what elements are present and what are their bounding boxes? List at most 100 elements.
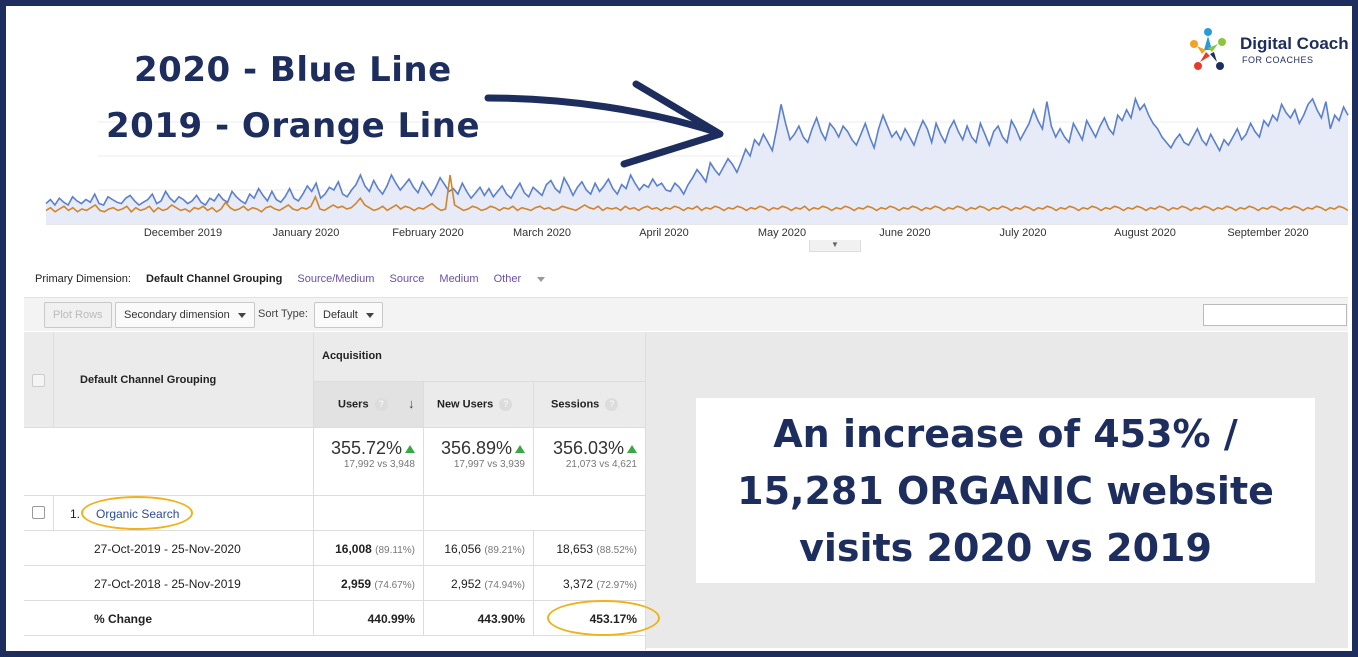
up-arrow-icon	[405, 445, 415, 454]
x-tick-label: May 2020	[758, 227, 806, 239]
table-search-input[interactable]	[1203, 304, 1347, 326]
date-range-label: 27-Oct-2019 - 25-Nov-2020	[94, 542, 241, 556]
new-users-header-cell[interactable]: New Users?	[424, 382, 534, 428]
change-row: % Change	[24, 601, 314, 636]
annotation-blue-line: 2020 - Blue Line	[134, 50, 452, 90]
row1-sessions: 18,653 (88.52%)	[556, 542, 637, 556]
organic-users-cell	[314, 496, 424, 531]
dimension-source[interactable]: Source	[389, 273, 425, 285]
secondary-dimension-label: Secondary dimension	[124, 309, 230, 321]
row2-sessions-pct: (72.97%)	[596, 580, 637, 591]
primary-dimension-bar: Primary Dimension: Default Channel Group…	[35, 273, 569, 285]
x-tick-label: September 2020	[1227, 227, 1308, 239]
series-2019-line	[45, 174, 1349, 213]
totals-label-cell	[24, 428, 314, 496]
select-all-checkbox[interactable]	[32, 374, 45, 387]
plot-rows-button[interactable]: Plot Rows	[44, 302, 112, 328]
x-tick-label: August 2020	[1114, 227, 1176, 239]
digital-coach-logo: Digital Coach FOR COACHES	[1184, 24, 1352, 76]
users-header: Users?	[338, 398, 388, 411]
dimension-default-channel-grouping[interactable]: Default Channel Grouping	[146, 273, 283, 285]
row-checkbox-cell	[24, 496, 54, 531]
x-tick-label: July 2020	[999, 227, 1046, 239]
table-row: 27-Oct-2019 - 25-Nov-2020	[24, 531, 314, 566]
sort-type-label: Sort Type:	[258, 308, 308, 320]
chevron-down-icon	[365, 312, 374, 318]
row1-new-users-value: 16,056	[444, 542, 482, 556]
dimension-source-medium[interactable]: Source/Medium	[297, 273, 375, 285]
up-arrow-icon	[627, 445, 637, 454]
x-tick-label: January 2020	[273, 227, 340, 239]
row1-new-users: 16,056 (89.21%)	[444, 542, 525, 556]
users-header-label: Users	[338, 398, 369, 411]
totals-new-users-pct: 356.89%	[440, 438, 512, 458]
dimension-other[interactable]: Other	[494, 273, 558, 285]
change-new-users: 443.90%	[477, 612, 525, 626]
totals-users-detail: 17,992 vs 3,948	[343, 459, 415, 470]
row2-new-users: 2,952 (74.94%)	[451, 577, 525, 591]
row2-sessions: 3,372 (72.97%)	[563, 577, 637, 591]
row2-new-users-pct: (74.94%)	[484, 580, 525, 591]
header-channel-grouping-cell: Default Channel Grouping	[54, 332, 314, 428]
dimension-medium[interactable]: Medium	[439, 273, 479, 285]
callout-line1: An increase of 453% /	[773, 412, 1238, 456]
row2-users-cell: 2,959 (74.67%)	[314, 566, 424, 601]
row-checkbox[interactable]	[32, 506, 45, 519]
sort-type-dropdown[interactable]: Default	[314, 302, 383, 328]
primary-dimension-label: Primary Dimension:	[35, 273, 131, 285]
up-arrow-icon	[515, 445, 525, 454]
annotation-arrow-icon	[484, 80, 724, 168]
totals-users: 355.72% 17,992 vs 3,948	[331, 438, 415, 470]
row1-sessions-pct: (88.52%)	[596, 545, 637, 556]
sort-desc-icon: ↓	[408, 396, 415, 411]
totals-sessions: 356.03% 21,073 vs 4,621	[553, 438, 637, 470]
row1-new-users-cell: 16,056 (89.21%)	[424, 531, 534, 566]
callout-box: An increase of 453% / 15,281 ORGANIC web…	[696, 398, 1315, 583]
users-header-cell[interactable]: Users? ↓	[314, 382, 424, 428]
acquisition-header: Acquisition	[322, 350, 382, 362]
highlight-organic-search	[81, 496, 193, 530]
chevron-down-icon	[537, 276, 546, 282]
row2-new-users-value: 2,952	[451, 577, 482, 591]
logo-subtitle: FOR COACHES	[1242, 55, 1314, 65]
totals-new-users-detail: 17,997 vs 3,939	[453, 459, 525, 470]
totals-new-users: 356.89% 17,997 vs 3,939	[441, 438, 525, 470]
row1-new-users-pct: (89.21%)	[484, 545, 525, 556]
sessions-header-cell[interactable]: Sessions?	[534, 382, 646, 428]
table-row-partial	[24, 636, 646, 650]
chevron-down-icon	[237, 312, 246, 318]
totals-sessions-cell: 356.03% 21,073 vs 4,621	[534, 428, 646, 496]
x-tick-label: February 2020	[392, 227, 464, 239]
totals-users-pct: 355.72%	[330, 438, 402, 458]
highlight-sessions-change	[547, 600, 660, 636]
organic-right-cell	[424, 496, 646, 531]
change-label: % Change	[94, 612, 153, 626]
help-icon: ?	[374, 398, 388, 411]
row2-sessions-value: 3,372	[563, 577, 594, 591]
trend-chart-area: December 2019 January 2020 February 2020 Ma…	[18, 18, 1352, 248]
report-table: Default Channel Grouping Acquisition Use…	[24, 332, 646, 650]
change-new-users-cell: 443.90%	[424, 601, 534, 636]
row2-new-users-cell: 2,952 (74.94%)	[424, 566, 534, 601]
new-users-header-label: New Users	[437, 398, 494, 411]
chart-collapse-tab[interactable]: ▼	[809, 240, 861, 252]
callout-line3: visits 2020 vs 2019	[799, 526, 1212, 570]
row1-users-cell: 16,008 (89.11%)	[314, 531, 424, 566]
new-users-header: New Users?	[437, 398, 513, 411]
totals-sessions-pct: 356.03%	[552, 438, 624, 458]
date-range-label: 27-Oct-2018 - 25-Nov-2019	[94, 577, 241, 591]
row1-users: 16,008 (89.11%)	[335, 542, 415, 556]
change-users: 440.99%	[367, 612, 415, 626]
channel-grouping-header: Default Channel Grouping	[80, 374, 217, 386]
logo-title: Digital Coach	[1240, 34, 1349, 53]
row2-sessions-cell: 3,372 (72.97%)	[534, 566, 646, 601]
help-icon: ?	[605, 398, 619, 411]
sort-type-value: Default	[323, 309, 358, 321]
row2-users: 2,959 (74.67%)	[341, 577, 415, 591]
change-users-cell: 440.99%	[314, 601, 424, 636]
row1-users-pct: (89.11%)	[375, 545, 415, 556]
secondary-dimension-dropdown[interactable]: Secondary dimension	[115, 302, 255, 328]
table-toolbar: Plot Rows Secondary dimension Sort Type:…	[24, 297, 1348, 331]
row1-users-value: 16,008	[335, 542, 372, 556]
